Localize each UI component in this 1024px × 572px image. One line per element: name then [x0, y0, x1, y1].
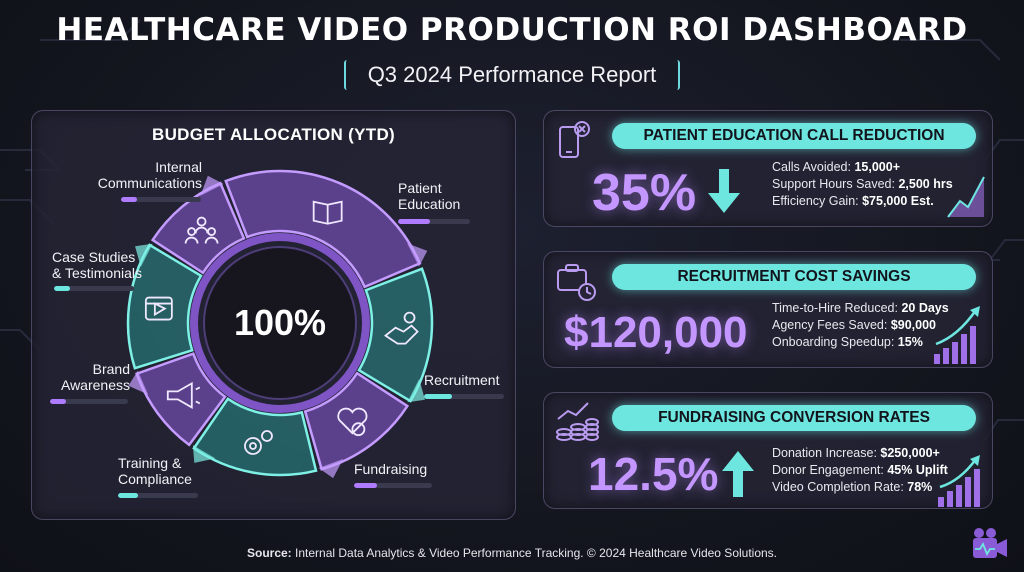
budget-level-bar	[424, 394, 504, 399]
budget-label-line: Brand	[92, 361, 130, 377]
video-camera-heartbeat-icon	[973, 528, 1007, 558]
budget-label-line: Fundraising	[354, 461, 428, 477]
kpi-detail-line: Calls Avoided: 15,000+	[772, 159, 953, 176]
budget-level-fill	[398, 219, 431, 224]
briefcase-clock-icon	[557, 264, 596, 301]
kpi-detail-value: $90,000	[890, 318, 937, 332]
budget-level-fill	[50, 399, 66, 404]
kpi-detail-label: Donation Increase:	[772, 446, 881, 460]
kpi-details: Donation Increase: $250,000+ Donor Engag…	[772, 445, 948, 496]
budget-label-line: & Testimonials	[52, 265, 143, 281]
budget-level-bar	[118, 493, 198, 498]
kpi-detail-label: Support Hours Saved:	[772, 177, 899, 191]
budget-label-line: Communications	[97, 175, 202, 191]
budget-level-bar	[354, 483, 432, 488]
budget-label-line: Training &	[118, 455, 182, 471]
phone-off-icon	[559, 121, 590, 158]
budget-label-patient-education: Patient Education	[398, 180, 460, 212]
kpi-detail-label: Onboarding Speedup:	[772, 335, 898, 349]
budget-label-internal: Internal Communications	[92, 159, 202, 191]
kpi-detail-line: Donation Increase: $250,000+	[772, 445, 948, 462]
kpi-value: 35%	[592, 164, 697, 222]
budget-level-fill	[121, 197, 137, 202]
kpi-detail-label: Video Completion Rate:	[772, 480, 908, 494]
coins-growth-icon	[556, 402, 599, 441]
kpi-detail-label: Efficiency Gain:	[772, 194, 863, 208]
trend-area-icon	[947, 176, 985, 218]
kpi-title: FUNDRAISING CONVERSION RATES	[612, 405, 976, 431]
kpi-detail-value: 20 Days	[901, 301, 949, 315]
kpi-detail-line: Support Hours Saved: 2,500 hrs	[772, 176, 953, 193]
kpi-detail-value: $250,000+	[880, 446, 940, 460]
budget-level-fill	[54, 286, 70, 291]
kpi-detail-line: Agency Fees Saved: $90,000	[772, 317, 949, 334]
budget-panel-title: BUDGET ALLOCATION (YTD)	[152, 125, 395, 144]
kpi-detail-value: 2,500 hrs	[898, 177, 953, 191]
kpi-detail-line: Onboarding Speedup: 15%	[772, 334, 949, 351]
kpi-panel-recruitment: RECRUITMENT COST SAVINGS $120,000 Time-t…	[543, 251, 993, 368]
kpi-value: 12.5%	[588, 448, 719, 500]
kpi-detail-value: $75,000 Est.	[862, 194, 934, 208]
kpi-detail-value: 15,000+	[854, 160, 901, 174]
budget-level-bar	[398, 219, 470, 224]
kpi-value: $120,000	[564, 308, 748, 357]
budget-level-bar	[54, 286, 134, 291]
kpi-detail-line: Efficiency Gain: $75,000 Est.	[772, 193, 953, 210]
budget-label-fundraising: Fundraising	[354, 461, 427, 477]
budget-level-fill	[424, 394, 452, 399]
budget-label-line: Patient	[398, 180, 442, 196]
budget-level-bar	[121, 197, 201, 202]
page-title: HEALTHCARE VIDEO PRODUCTION ROI DASHBOAR…	[56, 12, 968, 48]
budget-label-line: Awareness	[60, 377, 130, 393]
budget-label-line: Case Studies	[52, 249, 136, 265]
kpi-detail-line: Video Completion Rate: 78%	[772, 479, 948, 496]
kpi-details: Time-to-Hire Reduced: 20 Days Agency Fee…	[772, 300, 949, 351]
budget-label-recruitment: Recruitment	[424, 372, 499, 388]
kpi-details: Calls Avoided: 15,000+ Support Hours Sav…	[772, 159, 953, 210]
kpi-detail-value: 45% Uplift	[887, 463, 948, 477]
page-subtitle: Q3 2024 Performance Report	[343, 60, 681, 90]
kpi-detail-line: Time-to-Hire Reduced: 20 Days	[772, 300, 949, 317]
growth-bars-icon	[938, 455, 980, 507]
kpi-detail-value: 78%	[907, 480, 933, 494]
growth-bars-icon	[934, 306, 980, 364]
kpi-detail-line: Donor Engagement: 45% Uplift	[772, 462, 948, 479]
kpi-detail-label: Time-to-Hire Reduced:	[772, 301, 902, 315]
budget-level-bar	[50, 399, 128, 404]
kpi-detail-value: 15%	[897, 335, 923, 349]
budget-label-line: Education	[398, 196, 461, 212]
kpi-panel-patient-education: PATIENT EDUCATION CALL REDUCTION 35% Cal…	[543, 110, 993, 227]
source-label: Source:	[246, 546, 292, 560]
budget-label-training: Training & Compliance	[118, 455, 192, 487]
kpi-detail-label: Agency Fees Saved:	[772, 318, 891, 332]
budget-label-line: Internal	[155, 159, 202, 175]
kpi-detail-label: Calls Avoided:	[772, 160, 855, 174]
budget-level-fill	[118, 493, 138, 498]
kpi-panel-fundraising: FUNDRAISING CONVERSION RATES 12.5% Donat…	[543, 392, 993, 509]
source-text: Internal Data Analytics & Video Performa…	[291, 546, 778, 560]
budget-label-line: Recruitment	[424, 372, 500, 388]
budget-label-case-studies: Case Studies & Testimonials	[52, 249, 142, 281]
budget-label-brand: Brand Awareness	[52, 361, 130, 393]
kpi-detail-label: Donor Engagement:	[772, 463, 888, 477]
budget-level-fill	[354, 483, 378, 488]
kpi-title: PATIENT EDUCATION CALL REDUCTION	[612, 123, 976, 149]
arrow-down-icon	[708, 169, 740, 213]
source-footnote: Source: Internal Data Analytics & Video …	[0, 546, 1024, 560]
budget-label-line: Compliance	[118, 471, 192, 487]
arrow-up-icon	[722, 451, 754, 497]
kpi-title: RECRUITMENT COST SAVINGS	[612, 264, 976, 290]
